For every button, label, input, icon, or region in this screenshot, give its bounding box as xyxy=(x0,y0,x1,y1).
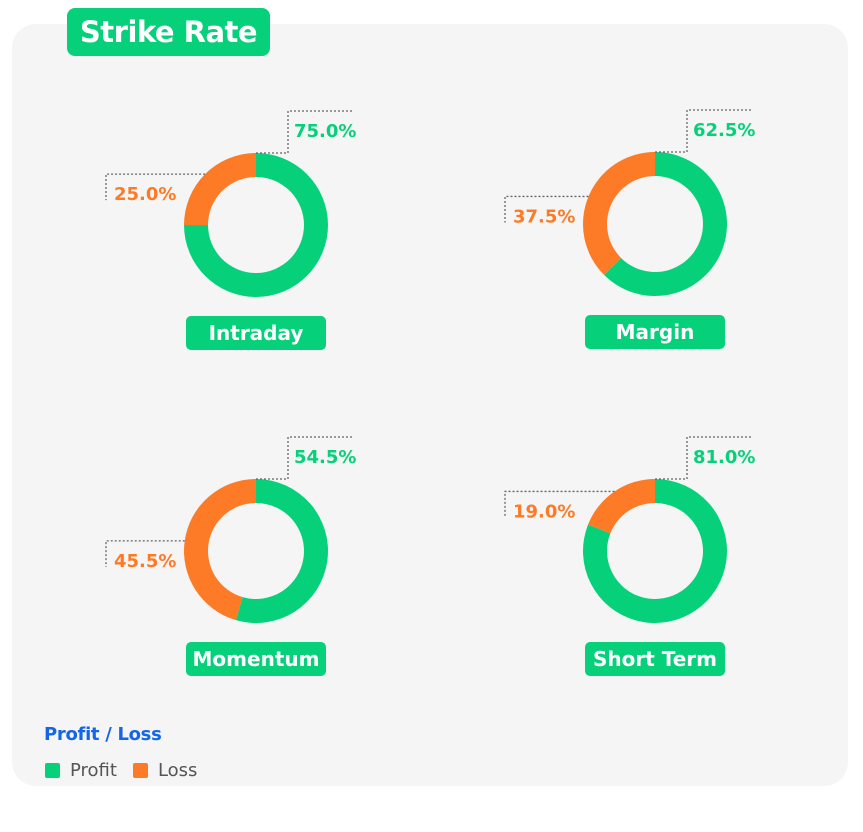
momentum-category-label: Momentum xyxy=(193,647,320,671)
momentum-loss-label: 45.5% xyxy=(114,551,176,572)
short-term-loss-label: 19.0% xyxy=(513,501,575,522)
margin-loss-slice xyxy=(583,152,655,275)
intraday-category-label: Intraday xyxy=(209,321,304,345)
momentum-profit-slice xyxy=(235,479,328,623)
legend-swatch-loss xyxy=(132,763,148,778)
momentum-loss-leader xyxy=(105,540,185,567)
legend-item-loss: Loss xyxy=(132,760,198,781)
short-term-profit-slice xyxy=(583,479,728,623)
margin-profit-label: 62.5% xyxy=(693,120,755,141)
momentum-profit-label: 54.5% xyxy=(294,447,356,468)
short-term-category-label: Short Term xyxy=(593,647,717,671)
intraday-profit-slice xyxy=(184,153,328,297)
margin-profit-leader xyxy=(655,109,753,153)
intraday-loss-leader xyxy=(105,173,206,201)
intraday-profit-leader xyxy=(256,110,354,154)
legend-label-profit: Profit xyxy=(70,760,117,781)
short-term-category-pill xyxy=(585,642,725,676)
intraday-loss-label: 25.0% xyxy=(114,184,176,205)
short-term-loss-slice xyxy=(588,479,655,534)
momentum-loss-slice xyxy=(183,479,256,621)
legend-title: Profit / Loss xyxy=(44,724,162,745)
momentum-category-pill xyxy=(186,642,326,676)
intraday-loss-slice xyxy=(184,153,256,225)
margin-loss-label: 37.5% xyxy=(513,206,575,227)
margin-loss-leader xyxy=(504,195,589,223)
margin-profit-slice xyxy=(604,152,728,296)
page-title: Strike Rate xyxy=(67,8,270,56)
intraday-category-pill xyxy=(186,316,326,350)
short-term-profit-leader xyxy=(655,436,753,480)
legend: Profit Loss xyxy=(45,760,213,781)
margin-category-label: Margin xyxy=(616,320,695,344)
short-term-profit-label: 81.0% xyxy=(693,447,755,468)
momentum-profit-leader xyxy=(256,436,354,480)
legend-swatch-profit xyxy=(45,763,60,778)
margin-category-pill xyxy=(585,315,725,349)
short-term-loss-leader xyxy=(504,490,615,518)
legend-item-profit: Profit xyxy=(45,760,117,781)
intraday-profit-label: 75.0% xyxy=(294,121,356,142)
legend-label-loss: Loss xyxy=(157,760,198,781)
